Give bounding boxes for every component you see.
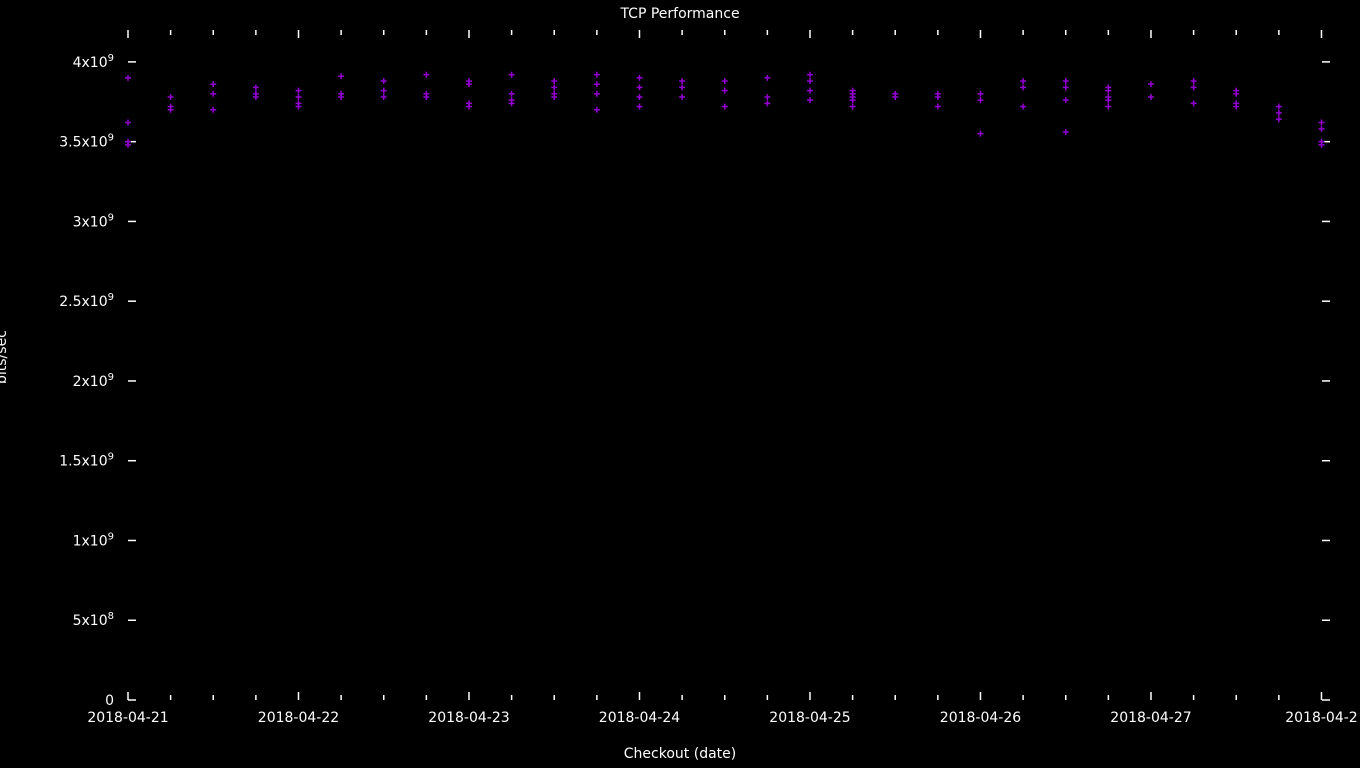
x-tick-label: 2018-04-2 — [1285, 710, 1357, 726]
x-tick-label: 2018-04-21 — [87, 710, 168, 726]
x-axis-label: Checkout (date) — [624, 746, 736, 762]
y-tick-label: 3.5x109 — [59, 133, 114, 151]
y-tick-label: 1.5x109 — [59, 452, 114, 470]
x-tick-label: 2018-04-27 — [1110, 710, 1191, 726]
y-tick-label: 0 — [105, 693, 114, 709]
x-tick-label: 2018-04-23 — [428, 710, 509, 726]
x-tick-label: 2018-04-26 — [940, 710, 1021, 726]
x-tick-label: 2018-04-25 — [769, 710, 850, 726]
y-tick-label: 2.5x109 — [59, 292, 114, 310]
tcp-performance-chart: 05x1081x1091.5x1092x1092.5x1093x1093.5x1… — [0, 0, 1360, 768]
x-tick-label: 2018-04-24 — [599, 710, 680, 726]
x-tick-label: 2018-04-22 — [258, 710, 339, 726]
chart-title: TCP Performance — [620, 6, 739, 22]
y-axis-label: bits/sec — [0, 330, 10, 384]
